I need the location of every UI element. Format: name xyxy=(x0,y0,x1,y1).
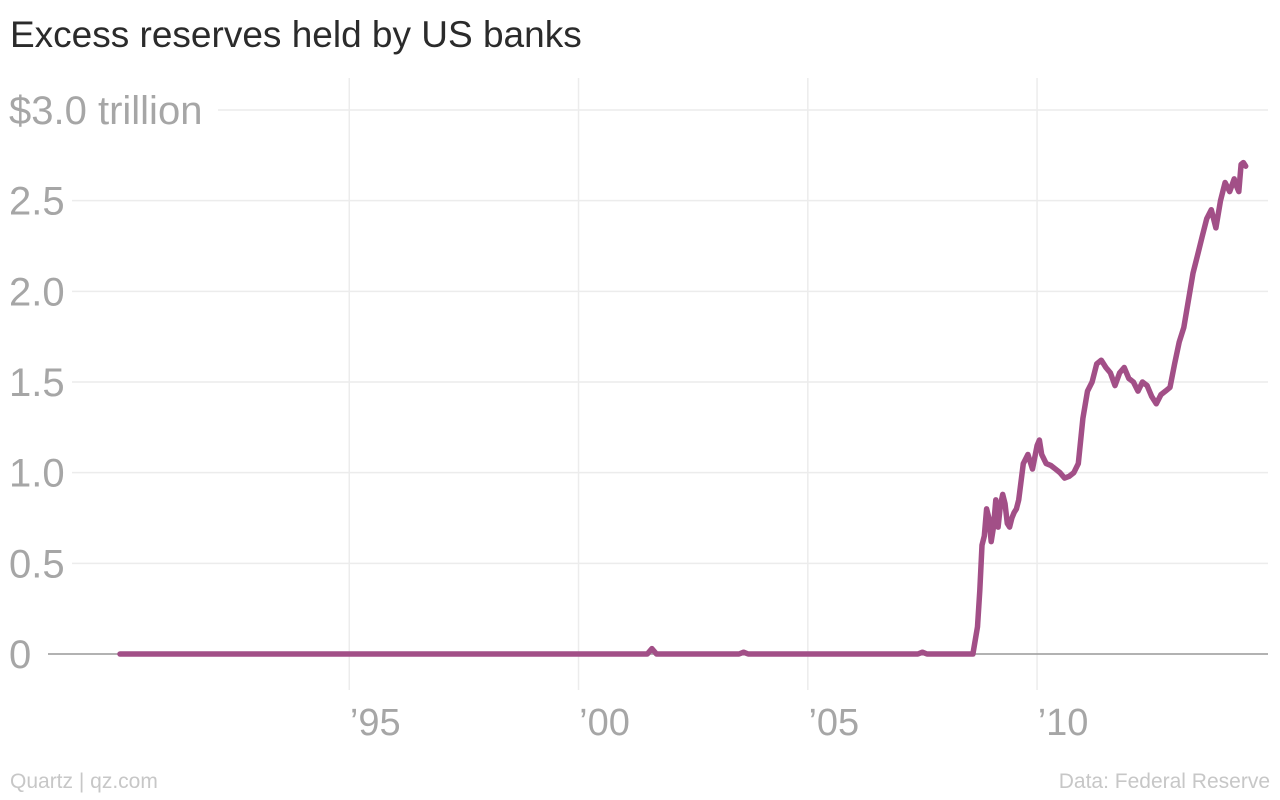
chart-title: Excess reserves held by US banks xyxy=(10,14,582,55)
y-tick-label: 1.5 xyxy=(9,361,65,405)
x-axis: ’95 ’00 ’05 ’10 xyxy=(350,702,1089,744)
y-axis: 0 0.5 1.0 1.5 2.0 2.5 $3.0 trillion xyxy=(9,89,202,677)
y-tick-label: $3.0 trillion xyxy=(9,89,202,133)
y-tick-label: 0.5 xyxy=(9,542,65,586)
x-tick-label: ’10 xyxy=(1038,702,1089,744)
y-tick-label: 2.5 xyxy=(9,180,65,224)
series xyxy=(117,159,1249,657)
y-tick-label: 2.0 xyxy=(9,270,65,314)
y-tick-label: 1.0 xyxy=(9,452,65,496)
series-line xyxy=(117,159,1249,657)
x-tick-label: ’95 xyxy=(350,702,401,744)
credit-label: Quartz | qz.com xyxy=(10,770,158,793)
x-tick-label: ’05 xyxy=(808,702,859,744)
x-tick-label: ’00 xyxy=(579,702,630,744)
source-label: Data: Federal Reserve xyxy=(1058,770,1270,793)
y-tick-label: 0 xyxy=(9,633,31,677)
grid xyxy=(48,78,1268,690)
